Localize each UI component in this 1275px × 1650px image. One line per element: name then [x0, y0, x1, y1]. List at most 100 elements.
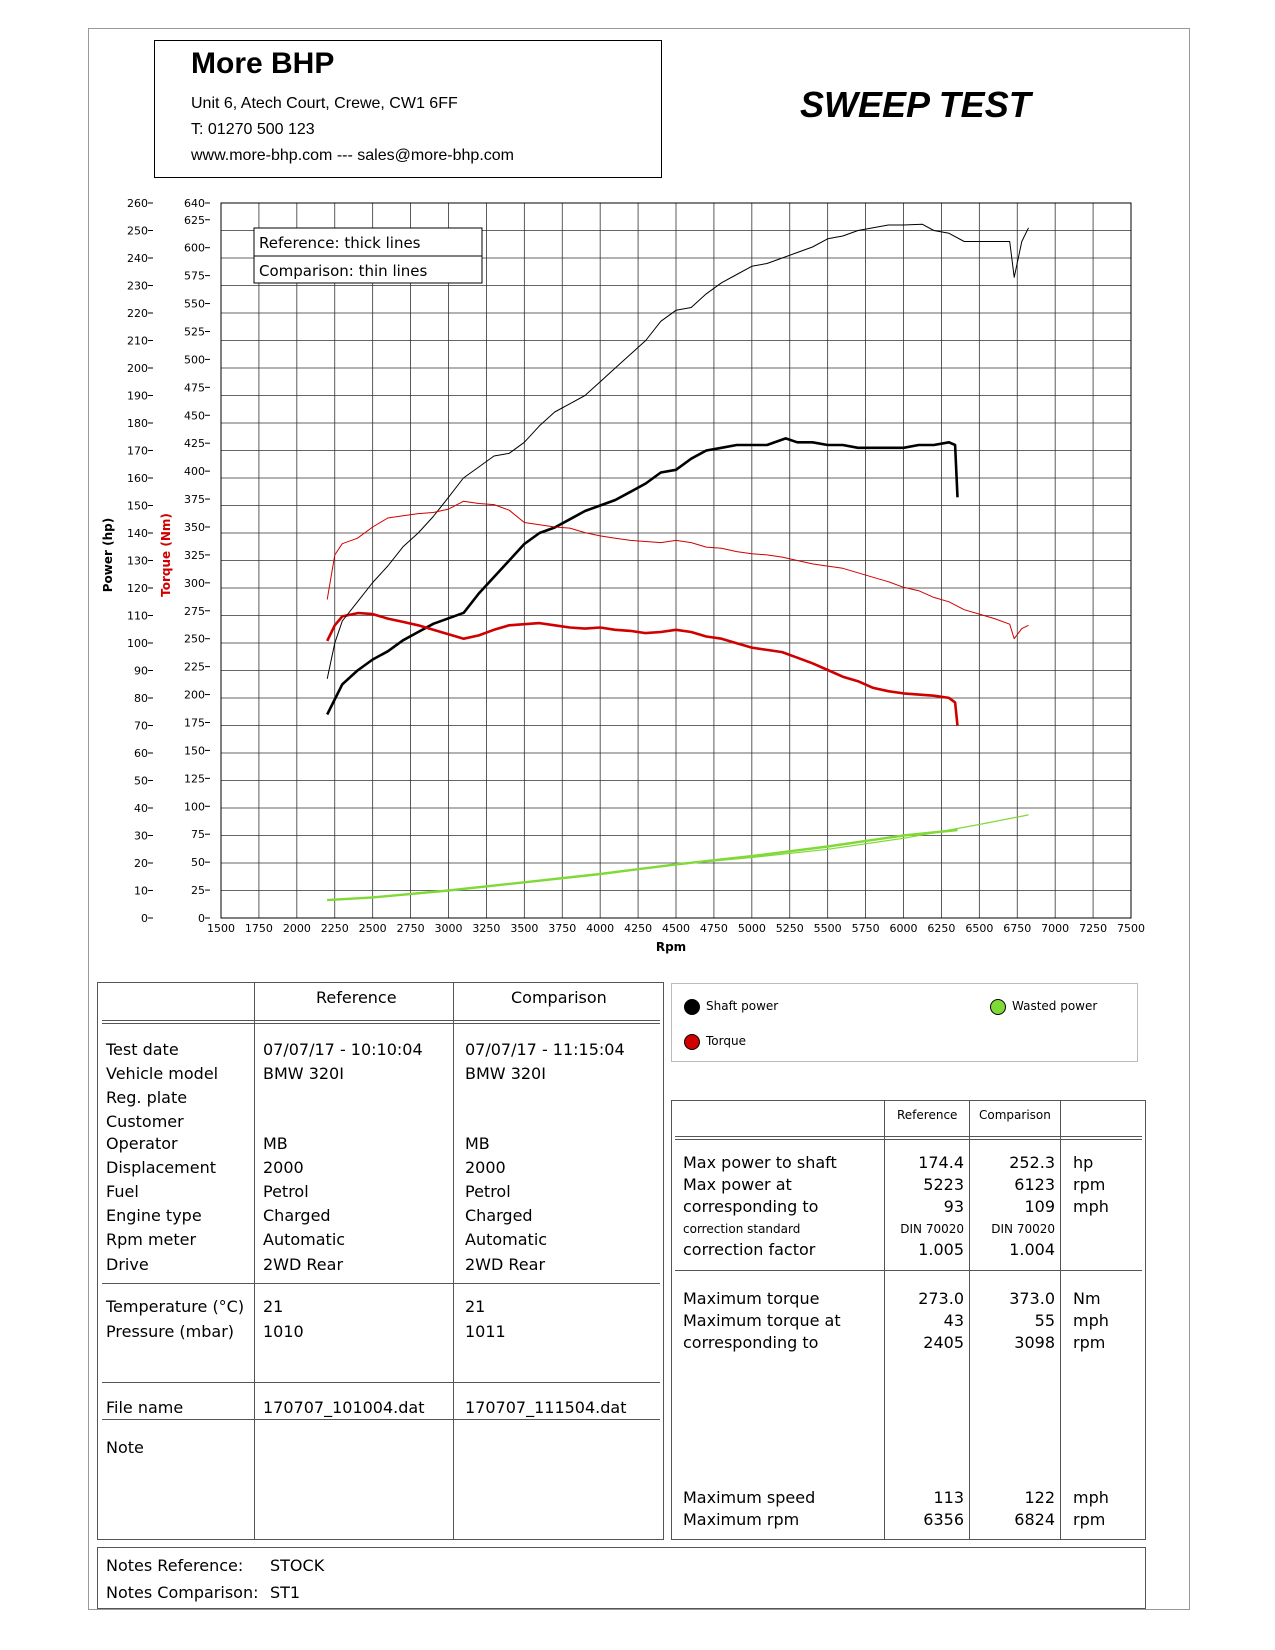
info-ref-cell: 07/07/17 - 10:10:04 [263, 1040, 423, 1059]
torque-tick-label: 525 [184, 325, 205, 338]
torque-tick-label: 200 [184, 689, 205, 702]
info-cmp-cell: 2WD Rear [465, 1255, 546, 1274]
torque-tick-label: 150 [184, 744, 205, 757]
results-table [671, 1100, 1146, 1540]
company-phone: T: 01270 500 123 [191, 121, 315, 138]
x-tick-label: 3000 [435, 922, 463, 935]
y-axis-label-torque: Torque (Nm) [159, 513, 173, 597]
power-tick-label: 190 [127, 390, 148, 403]
power-tick-label: 100 [127, 637, 148, 650]
company-web: www.more-bhp.com --- sales@more-bhp.com [191, 147, 514, 164]
notes-comparison-value: ST1 [270, 1583, 301, 1602]
result-cmp-cell: 373.0 [1009, 1289, 1055, 1308]
result-cmp-cell: 6824 [1014, 1510, 1055, 1529]
power-tick-label: 130 [127, 555, 148, 568]
x-tick-label: 2000 [283, 922, 311, 935]
info-cmp-cell: Charged [465, 1206, 533, 1225]
result-label-cell: correction standard [683, 1222, 801, 1236]
info-ref-cell: 21 [263, 1297, 284, 1316]
info-header-reference: Reference [316, 988, 397, 1007]
x-tick-label: 3250 [472, 922, 500, 935]
x-tick-label: 2500 [359, 922, 387, 935]
torque-tick-label: 475 [184, 381, 205, 394]
result-label-cell: corresponding to [683, 1197, 819, 1216]
result-ref-cell: DIN 70020 [900, 1222, 964, 1236]
notes-reference-value: STOCK [270, 1556, 325, 1575]
torque-tick-label: 100 [184, 800, 205, 813]
torque-tick-label: 25 [191, 884, 205, 897]
power-tick-label: 30 [134, 830, 148, 843]
info-cmp-cell: 1011 [465, 1322, 506, 1341]
result-unit-cell: mph [1073, 1197, 1109, 1216]
power-tick-label: 150 [127, 500, 148, 513]
shaft-power-legend-label: Shaft power [706, 999, 779, 1013]
result-cmp-cell: 109 [1024, 1197, 1055, 1216]
torque-tick-label: 600 [184, 242, 205, 255]
info-label-cell: Vehicle model [106, 1064, 219, 1083]
torque-tick-label: 175 [184, 716, 205, 729]
info-label-cell: Reg. plate [106, 1088, 188, 1107]
power-tick-label: 200 [127, 362, 148, 375]
result-unit-cell: rpm [1073, 1510, 1106, 1529]
power-tick-label: 230 [127, 280, 148, 293]
shaft-power-legend-dot [684, 999, 700, 1015]
result-label-cell: Maximum torque at [683, 1311, 841, 1330]
power-tick-label: 0 [141, 912, 148, 925]
result-cmp-cell: 122 [1024, 1488, 1055, 1507]
file-ref-cell: 170707_101004.dat [263, 1398, 425, 1417]
result-cmp-cell: 252.3 [1009, 1153, 1055, 1172]
result-ref-cell: 43 [943, 1311, 964, 1330]
result-ref-cell: 2405 [923, 1333, 964, 1352]
x-tick-label: 5750 [852, 922, 880, 935]
result-ref-cell: 273.0 [918, 1289, 964, 1308]
info-ref-cell: 2000 [263, 1158, 304, 1177]
torque-tick-label: 75 [191, 828, 205, 841]
info-label-cell: Pressure (mbar) [106, 1322, 235, 1341]
info-ref-cell: MB [263, 1134, 288, 1153]
power-tick-label: 70 [134, 720, 148, 733]
info-label-cell: Temperature (°C) [106, 1297, 245, 1316]
torque-tick-label: 275 [184, 605, 205, 618]
power-tick-label: 180 [127, 417, 148, 430]
x-tick-label: 7250 [1079, 922, 1107, 935]
torque-tick-label: 325 [184, 549, 205, 562]
torque-tick-label: 50 [191, 856, 205, 869]
torque-tick-label: 225 [184, 661, 205, 674]
info-label-cell: Customer [106, 1112, 184, 1131]
x-tick-label: 6750 [1003, 922, 1031, 935]
reference-shaft-power-line [326, 437, 959, 716]
result-ref-cell: 113 [933, 1488, 964, 1507]
power-tick-label: 140 [127, 527, 148, 540]
info-label-cell: Fuel [106, 1182, 139, 1201]
x-tick-label: 7000 [1041, 922, 1069, 935]
x-tick-label: 2250 [321, 922, 349, 935]
dyno-chart: 1500 1750 2000 2250 2500 2750 3000 3250 3500 3750… [101, 197, 1145, 954]
info-label-cell: Drive [106, 1255, 149, 1274]
x-tick-label: 5500 [814, 922, 842, 935]
x-tick-label: 5250 [776, 922, 804, 935]
result-cmp-cell: 3098 [1014, 1333, 1055, 1352]
info-cmp-cell: 07/07/17 - 11:15:04 [465, 1040, 625, 1059]
x-tick-label: 4250 [624, 922, 652, 935]
notes-reference-label: Notes Reference: [106, 1556, 244, 1575]
result-label-cell: correction factor [683, 1240, 816, 1259]
power-tick-label: 110 [127, 610, 148, 623]
torque-tick-label: 350 [184, 521, 205, 534]
result-label-cell: Maximum speed [683, 1488, 816, 1507]
x-tick-label: 4500 [662, 922, 690, 935]
result-unit-cell: mph [1073, 1311, 1109, 1330]
result-ref-cell: 174.4 [918, 1153, 964, 1172]
result-cmp-cell: 1.004 [1009, 1240, 1055, 1259]
result-ref-cell: 1.005 [918, 1240, 964, 1259]
wasted-power-legend-dot [990, 999, 1006, 1015]
power-tick-label: 60 [134, 747, 148, 760]
result-cmp-cell: DIN 70020 [991, 1222, 1055, 1236]
info-ref-cell: BMW 320I [263, 1064, 344, 1083]
file-cmp-cell: 170707_111504.dat [465, 1398, 627, 1417]
info-ref-cell: Charged [263, 1206, 331, 1225]
power-tick-label: 170 [127, 445, 148, 458]
info-cmp-cell: BMW 320I [465, 1064, 546, 1083]
info-label-cell: Test date [106, 1040, 179, 1059]
reference-wasted-power-line [327, 828, 958, 902]
x-tick-label: 7500 [1117, 922, 1145, 935]
